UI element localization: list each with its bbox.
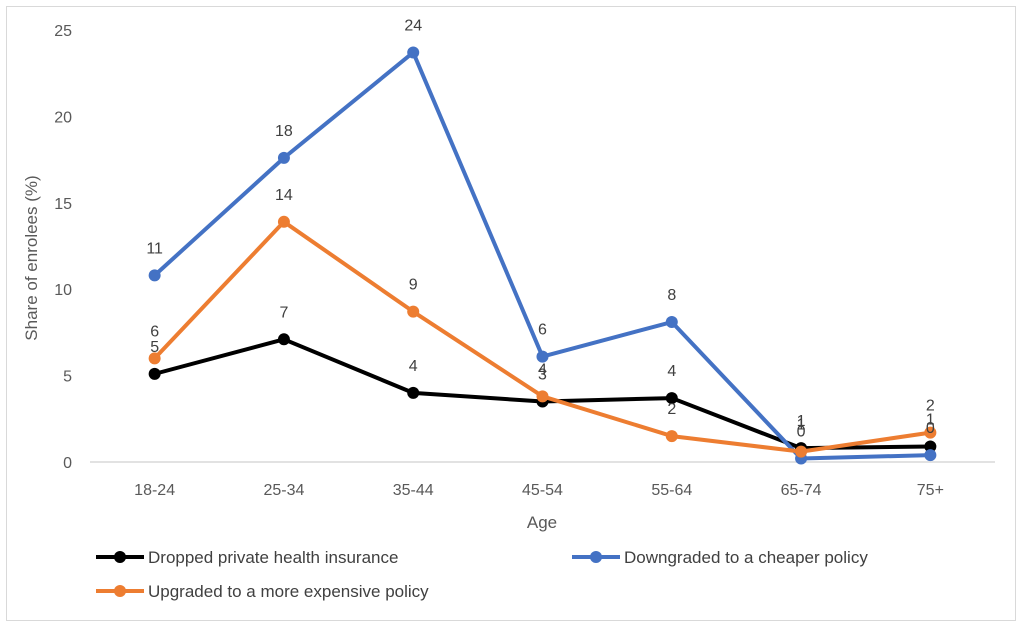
data-label: 6 xyxy=(538,322,547,339)
legend-swatch-marker xyxy=(590,551,602,563)
legend-swatch-marker xyxy=(114,585,126,597)
x-axis-title: Age xyxy=(527,513,557,532)
x-tick-labels: 18-24 25-34 35-44 45-54 55-64 65-74 75+ xyxy=(134,482,944,499)
x-tick-label: 45-54 xyxy=(522,482,563,499)
y-tick-label: 10 xyxy=(54,282,72,299)
x-tick-label: 25-34 xyxy=(263,482,304,499)
data-point xyxy=(407,386,420,399)
data-label: 24 xyxy=(404,17,422,34)
legend-item: Dropped private health insurance xyxy=(96,548,398,567)
legend-swatch-marker xyxy=(114,551,126,563)
data-label: 7 xyxy=(279,304,288,321)
y-tick-label: 20 xyxy=(54,109,72,126)
data-label: 6 xyxy=(150,323,159,340)
data-label: 0 xyxy=(926,420,935,437)
legend-item: Downgraded to a cheaper policy xyxy=(572,548,868,567)
data-point xyxy=(407,305,420,318)
x-tick-label: 35-44 xyxy=(393,482,434,499)
legend-item: Upgraded to a more expensive policy xyxy=(96,582,429,601)
series-group xyxy=(148,215,937,458)
y-tick-label: 0 xyxy=(63,455,72,472)
data-label: 0 xyxy=(797,424,806,441)
y-tick-label: 15 xyxy=(54,196,72,213)
data-label: 14 xyxy=(275,187,293,204)
y-axis-title: Share of enrolees (%) xyxy=(22,175,41,340)
data-point xyxy=(924,449,937,462)
data-point xyxy=(148,352,161,365)
legend: Dropped private health insurance Downgrad… xyxy=(96,548,868,601)
data-label: 2 xyxy=(667,401,676,418)
data-point xyxy=(407,46,420,59)
data-label: 5 xyxy=(150,339,159,356)
data-label: 18 xyxy=(275,123,293,140)
data-label: 4 xyxy=(667,363,676,380)
legend-label: Dropped private health insurance xyxy=(148,548,398,567)
x-tick-label: 75+ xyxy=(917,482,944,499)
data-label: 8 xyxy=(667,287,676,304)
data-label: 4 xyxy=(538,361,547,378)
data-point xyxy=(536,390,549,403)
data-label: 1 xyxy=(797,417,806,434)
data-label: 1 xyxy=(926,411,935,428)
data-label: 11 xyxy=(146,240,163,257)
data-label: 9 xyxy=(409,277,418,294)
y-tick-label: 5 xyxy=(63,369,72,386)
chart-frame xyxy=(6,6,1016,621)
data-point xyxy=(277,333,290,346)
data-point xyxy=(924,426,937,439)
data-point xyxy=(665,430,678,443)
y-tick-label: 25 xyxy=(54,23,72,40)
legend-label: Upgraded to a more expensive policy xyxy=(148,582,429,601)
data-label: 3 xyxy=(538,367,547,384)
y-tick-labels: 0 5 10 15 20 25 xyxy=(54,23,72,472)
data-point xyxy=(277,215,290,228)
x-tick-label: 18-24 xyxy=(134,482,175,499)
legend-label: Downgraded to a cheaper policy xyxy=(624,548,868,567)
data-point xyxy=(795,445,808,458)
data-label: 4 xyxy=(409,358,418,375)
data-point xyxy=(277,151,290,164)
data-label: 2 xyxy=(926,398,935,415)
data-point xyxy=(665,316,678,329)
data-label: 1 xyxy=(797,413,806,430)
data-point xyxy=(665,392,678,405)
x-tick-label: 55-64 xyxy=(651,482,692,499)
data-point xyxy=(924,440,937,453)
data-point xyxy=(536,350,549,363)
x-tick-label: 65-74 xyxy=(781,482,822,499)
data-point xyxy=(148,367,161,380)
data-point xyxy=(148,269,161,282)
series-group xyxy=(148,46,937,465)
